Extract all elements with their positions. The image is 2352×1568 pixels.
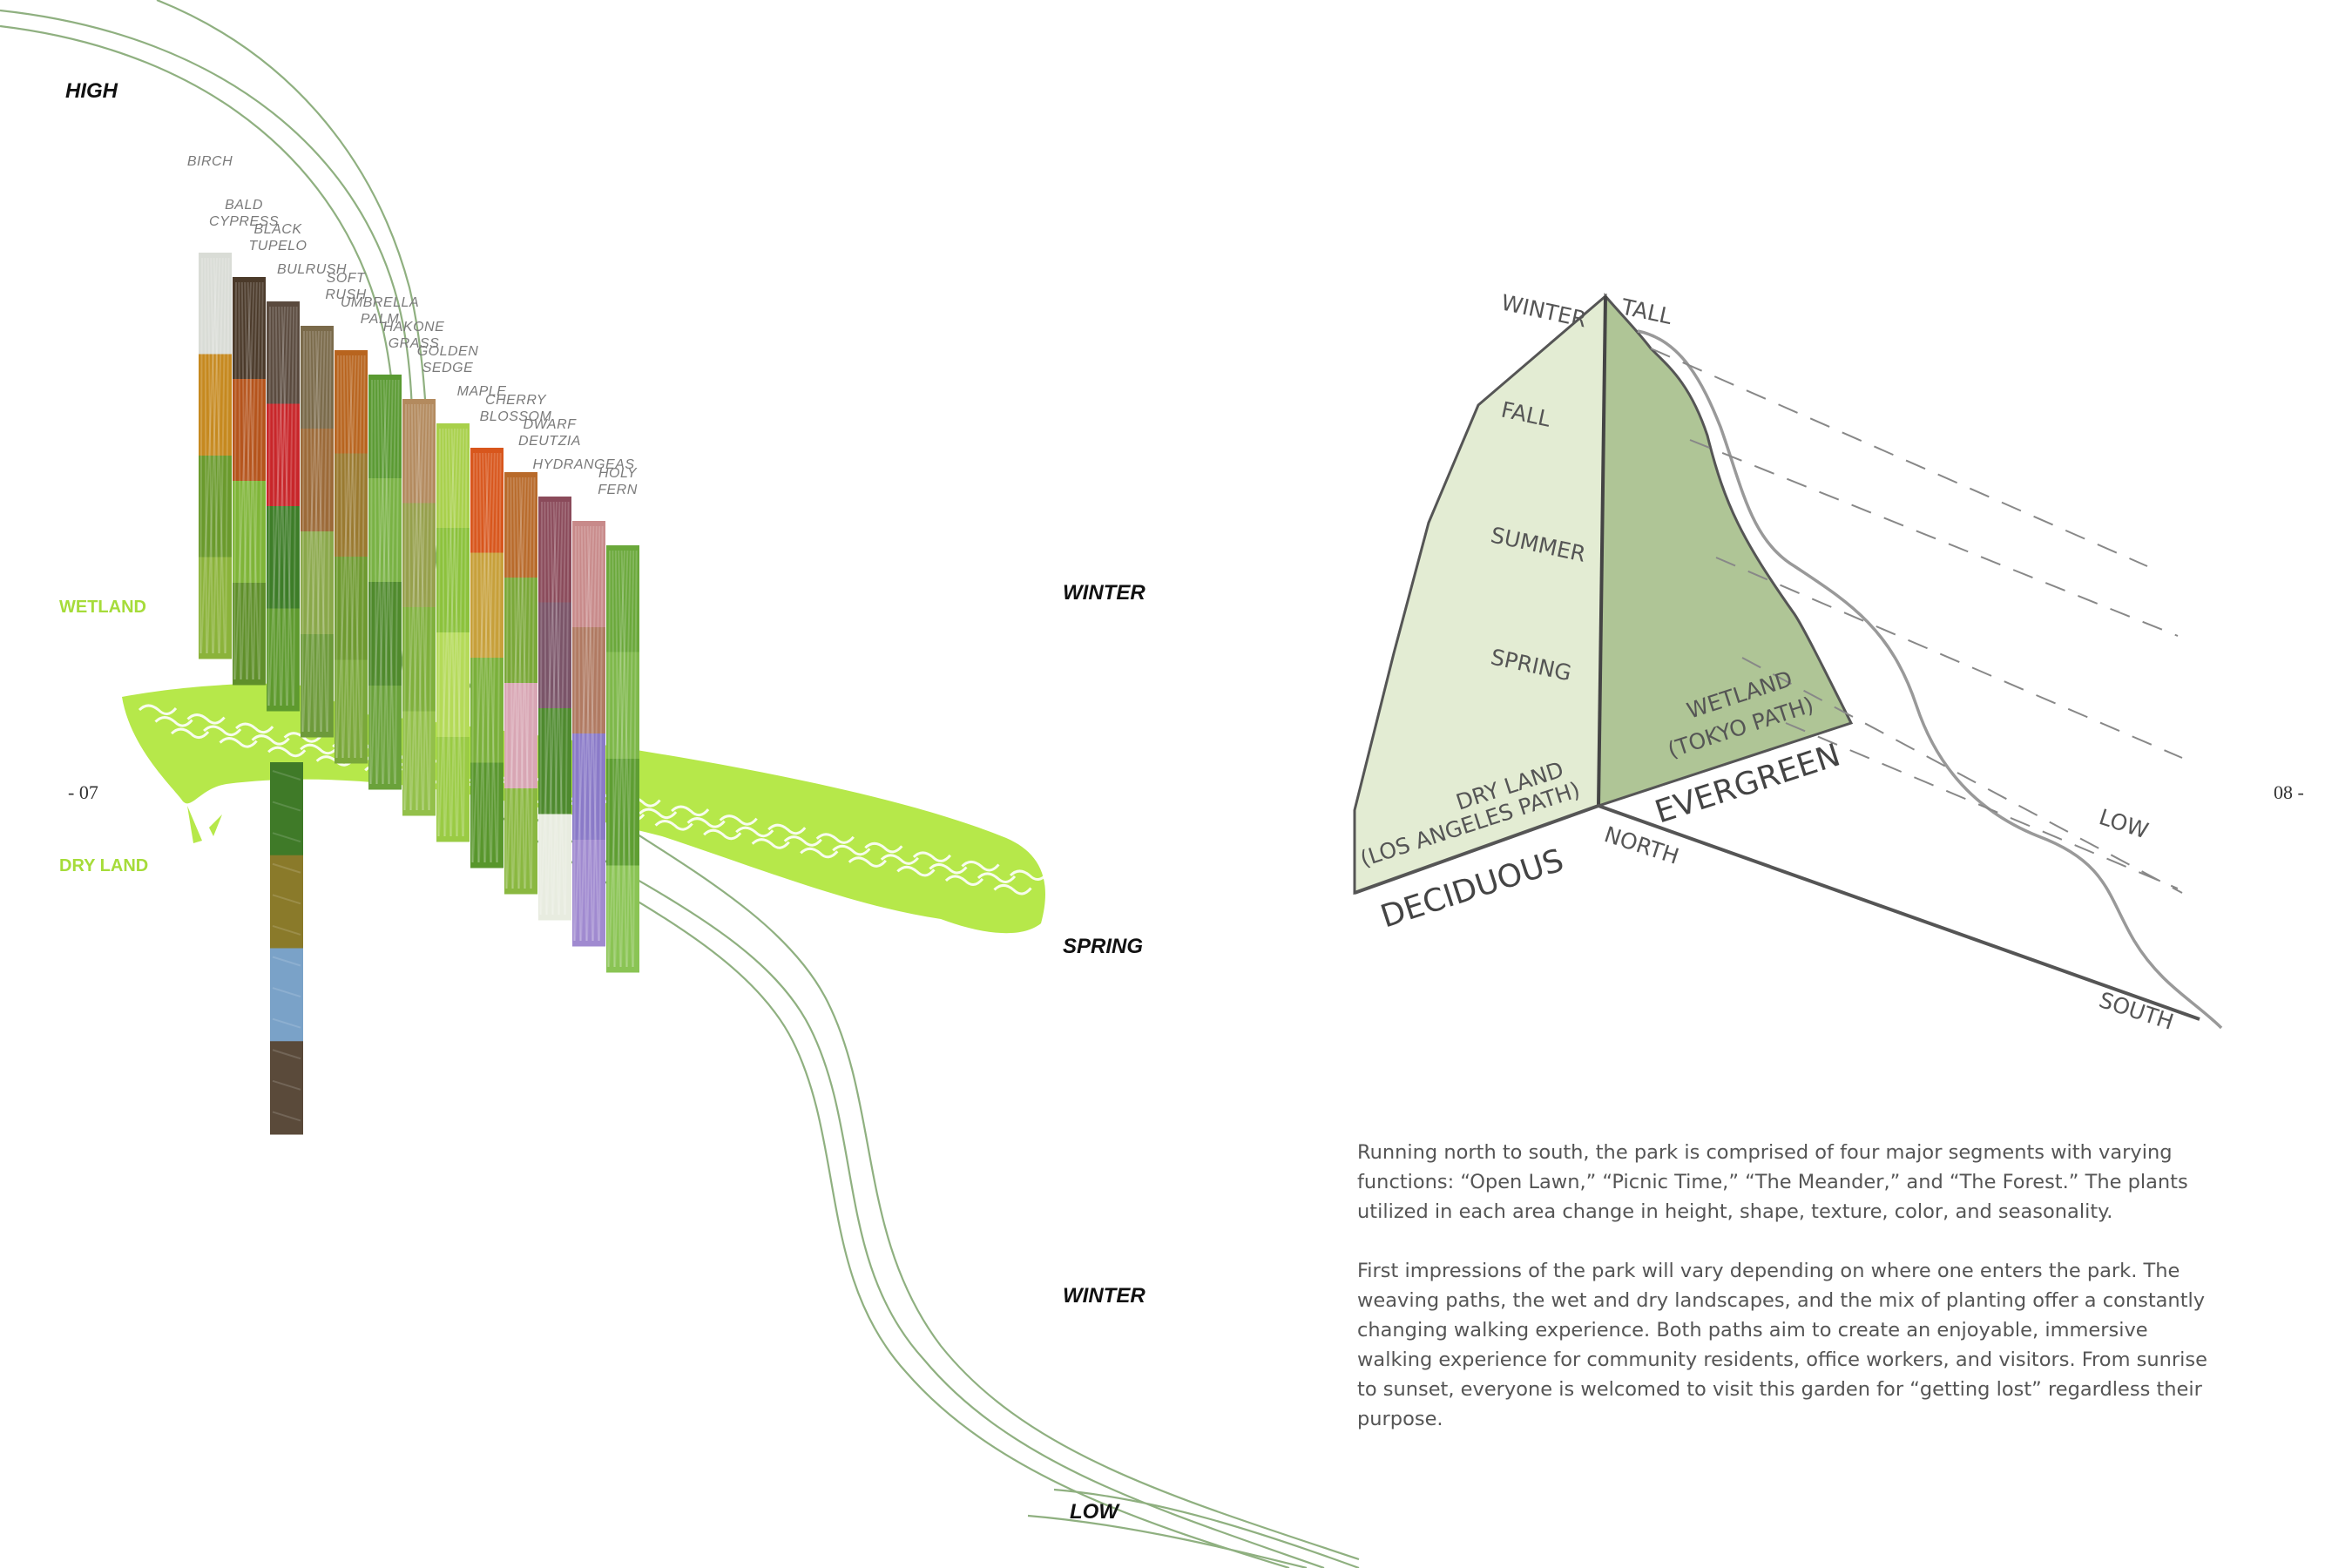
ribbon-squiggle [864, 841, 903, 854]
ribbon-squiggle [251, 734, 290, 746]
diagram-south: SOUTH [2096, 987, 2177, 1035]
ribbon-squiggle [300, 743, 339, 755]
wetland-plant-label: GOLDEN SEDGE [417, 344, 479, 375]
wetland-plant-strip [199, 253, 232, 659]
wetland-plant-strip [538, 497, 571, 921]
ribbon-squiggle [735, 826, 774, 838]
wetland-face [1597, 292, 1854, 808]
wetland-plant-strip [368, 375, 402, 790]
wetland-plant-strip [301, 326, 334, 738]
wetland-plant-label: MAPLE [457, 384, 507, 399]
ribbon-squiggle [1009, 869, 1049, 881]
high-label: HIGH [65, 79, 118, 103]
wetland-plant-label: DWARF DEUTZIA [518, 417, 581, 449]
ribbon-squiggle [170, 727, 210, 740]
wetland-plant-strip [470, 448, 504, 868]
wetland-plant-label: BULRUSH [277, 262, 347, 277]
ribbon-squiggle [719, 814, 758, 826]
wetland-plant-strip [267, 301, 300, 712]
wetland-plant-strip [436, 423, 470, 842]
flow-line [1027, 1514, 1308, 1568]
wetland-plant-label: HYDRANGEAS [532, 457, 634, 472]
diagram-north: NORTH [1601, 821, 1682, 869]
dryland-plant-strips [270, 762, 303, 1135]
wetland-plant-strip [572, 521, 605, 947]
diagram-winter: WINTER [1499, 290, 1589, 333]
ribbon-squiggle [654, 820, 693, 831]
ribbon-squiggle [848, 856, 887, 868]
ribbon-squiggle [203, 725, 242, 737]
ribbon-squiggle [767, 823, 807, 835]
wetland-plant-label: SOFT RUSH [325, 271, 366, 302]
wetland-plant-label: UMBRELLA PALM [341, 295, 419, 327]
ribbon-squiggle [751, 838, 790, 849]
flow-line [0, 24, 1290, 1568]
season-height-diagram: WINTER TALL FALL SUMMER SPRING DRY LAND … [1353, 290, 2223, 1035]
ribbon-squiggle [800, 847, 839, 859]
season-spring: SPRING [1063, 935, 1143, 958]
wetland-label: WETLAND [59, 598, 146, 617]
wetland-plant-strip [504, 472, 537, 895]
wetland-plant-strip [335, 350, 368, 764]
description-text: Running north to south, the park is comp… [1357, 1138, 2220, 1463]
page-number-right: 08 - [2274, 781, 2304, 803]
diagram-low: LOW [2096, 804, 2152, 843]
wetland-plant-label: BALD CYPRESS [209, 198, 279, 229]
wetland-plant-label: CHERRY BLOSSOM [480, 393, 552, 424]
ribbon-squiggle [186, 713, 226, 725]
ribbon-squiggle [138, 704, 178, 715]
dryland-label: DRY LAND [59, 856, 148, 875]
wetland-plant-label: HOLY FERN [598, 466, 638, 497]
ribbon-squiggle [815, 833, 855, 844]
low-label: LOW [1070, 1500, 1120, 1524]
ribbon-squiggle [283, 732, 322, 743]
wetland-plant-label: HAKONE GRASS [383, 320, 445, 351]
ribbon-squiggle [832, 844, 871, 856]
page-number-left: - 07 [68, 781, 98, 803]
ribbon-squiggle [219, 737, 258, 748]
wetland-plant-label: BLACK TUPELO [248, 222, 307, 253]
wetland-plant-strip [606, 545, 639, 973]
wetland-plant-label: BIRCH [187, 154, 233, 169]
ribbon-squiggle [929, 862, 968, 875]
ribbon-squiggle [896, 865, 936, 877]
ribbon-squiggle [671, 805, 710, 817]
flow-line [156, 0, 1360, 1561]
ribbon-squiggle [783, 835, 822, 847]
ribbon-squiggle [703, 828, 742, 841]
ribbon-squiggle [912, 851, 952, 862]
ribbon-squiggle [639, 808, 678, 820]
ribbon-squiggle [154, 716, 193, 727]
ribbon-squiggle [977, 872, 1017, 883]
ribbon-squiggle [267, 746, 307, 758]
description-paragraph-1: Running north to south, the park is comp… [1357, 1141, 2188, 1223]
description-paragraph-2: First impressions of the park will vary … [1357, 1260, 2207, 1430]
ribbon-squiggle [961, 860, 1000, 872]
wetland-plant-strip [233, 277, 266, 686]
season-winter-bottom: WINTER [1063, 1284, 1146, 1308]
dryland-plant-strip [270, 762, 303, 1135]
ribbon-squiggle [944, 875, 984, 886]
ribbon-squiggle [235, 722, 274, 734]
ribbon-squiggle [686, 817, 726, 828]
wetland-plant-strip [402, 399, 436, 816]
season-winter-top: WINTER [1063, 581, 1146, 605]
wetland-plant-strips [199, 253, 639, 973]
flow-line [1053, 1488, 1360, 1568]
ribbon-squiggle [880, 854, 920, 865]
ribbon-squiggle [993, 883, 1032, 896]
